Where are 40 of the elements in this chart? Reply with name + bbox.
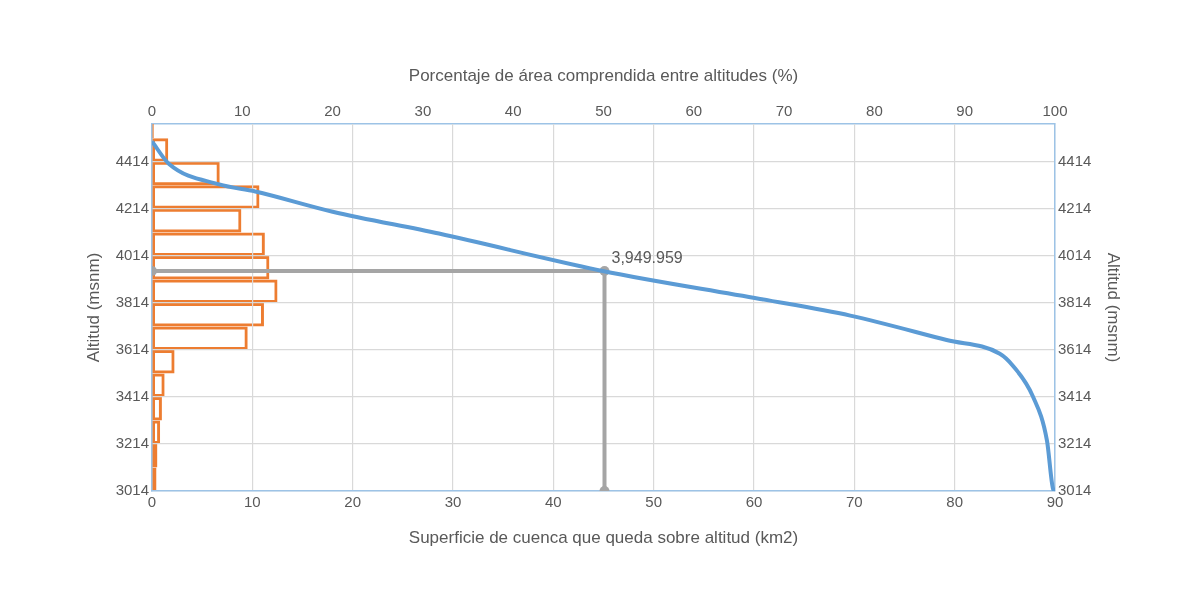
x-tick-label: 50 — [595, 102, 612, 120]
x-tick-label: 20 — [344, 493, 362, 511]
x-tick-label: 90 — [956, 102, 974, 120]
x-tick-label: 0 — [147, 493, 157, 511]
x-axis-title: Superficie de cuenca que queda sobre altitud (km2) — [408, 528, 799, 548]
y2-tick-label: 3614 — [1058, 340, 1092, 358]
x-tick-label: 40 — [544, 493, 562, 511]
y2-axis-title: Altitud (msnm) — [1104, 252, 1124, 363]
x-tick-label: 40 — [504, 102, 522, 120]
y-tick-label: 3614 — [115, 340, 149, 358]
y-tick-label: 4414 — [115, 151, 149, 169]
x-tick-label: 100 — [1042, 102, 1068, 120]
x-tick-label: 10 — [233, 102, 251, 120]
x-tick-label: 60 — [745, 493, 763, 511]
x-axis-title: Porcentaje de área comprendida entre altitudes (%) — [408, 65, 799, 85]
y-axis-title: Altitud (msnm) — [83, 252, 103, 363]
y-tick-label: 3414 — [115, 387, 149, 405]
x-tick-label: 60 — [685, 102, 703, 120]
x-tick-label: 70 — [775, 102, 793, 120]
x-tick-label: 80 — [946, 493, 964, 511]
y-tick-label: 3214 — [115, 434, 149, 452]
x-tick-label: 80 — [866, 102, 883, 120]
y2-tick-label: 4214 — [1058, 199, 1092, 217]
y-tick-label: 3014 — [115, 481, 149, 499]
y-tick-label: 4014 — [115, 246, 149, 264]
y-tick-label: 3814 — [115, 293, 149, 311]
y2-tick-label: 3214 — [1058, 434, 1092, 452]
x-tick-label: 10 — [243, 493, 261, 511]
x-tick-label: 70 — [845, 493, 863, 511]
y2-tick-label: 3814 — [1058, 293, 1092, 311]
x-tick-label: 0 — [147, 102, 157, 120]
y2-tick-label: 3414 — [1058, 387, 1092, 405]
x-tick-label: 30 — [444, 493, 462, 511]
y2-tick-label: 4414 — [1058, 151, 1092, 169]
data-label: 3,949.959 — [611, 249, 683, 267]
y2-tick-label: 4014 — [1058, 246, 1092, 264]
x-tick-label: 50 — [645, 493, 663, 511]
y-tick-label: 4214 — [115, 199, 149, 217]
x-tick-label: 30 — [414, 102, 432, 120]
x-tick-label: 20 — [324, 102, 341, 120]
